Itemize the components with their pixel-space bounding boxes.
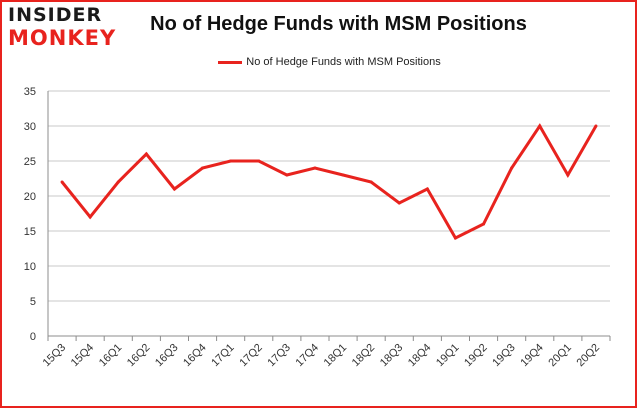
data-point [88,215,92,219]
data-point [116,180,120,184]
data-point [510,166,514,170]
chart-legend: No of Hedge Funds with MSM Positions [0,56,637,68]
data-point [538,124,542,128]
y-tick-label: 35 [24,86,36,98]
data-point [172,187,176,191]
x-tick-label: 20Q1 [546,342,574,370]
data-point [369,180,373,184]
x-tick-label: 16Q2 [125,342,153,370]
x-tick-label: 15Q3 [41,342,69,370]
data-point [482,222,486,226]
x-tick-label: 16Q1 [97,342,125,370]
data-point [285,173,289,177]
data-point [397,201,401,205]
chart-title: No of Hedge Funds with MSM Positions [150,13,527,35]
y-tick-label: 20 [24,191,36,203]
data-point [144,152,148,156]
data-point [341,173,345,177]
data-point [313,166,317,170]
x-tick-label: 18Q4 [406,342,434,370]
x-tick-label: 16Q3 [153,342,181,370]
x-tick-label: 17Q1 [209,342,237,370]
x-tick-label: 18Q3 [378,342,406,370]
x-tick-label: 18Q2 [350,342,378,370]
x-tick-label: 17Q4 [294,342,322,370]
x-tick-label: 16Q4 [181,342,209,370]
data-point [60,180,64,184]
x-tick-label: 18Q1 [322,342,350,370]
insider-monkey-logo: INSIDER MONKEY [8,6,120,56]
y-tick-label: 10 [24,261,36,273]
x-tick-label: 19Q1 [434,342,462,370]
data-point [566,173,570,177]
data-point [201,166,205,170]
y-tick-label: 30 [24,121,36,133]
data-point [594,124,598,128]
y-tick-label: 15 [24,226,36,238]
data-point [229,159,233,163]
y-tick-label: 5 [30,296,36,308]
data-point [453,236,457,240]
logo-text-insider: INSIDER [8,4,103,26]
x-tick-label: 17Q2 [237,342,265,370]
data-point [425,187,429,191]
series-line [60,123,598,240]
x-tick-label: 19Q3 [490,342,518,370]
x-tick-label: 20Q2 [575,342,603,370]
x-tick-label: 19Q2 [462,342,490,370]
legend-swatch [218,60,243,64]
y-tick-label: 25 [24,156,36,168]
data-point [257,159,261,163]
x-tick-label: 19Q4 [518,342,546,370]
legend-label: No of Hedge Funds with MSM Positions [246,56,441,68]
x-tick-label: 17Q3 [265,342,293,370]
x-tick-label: 15Q4 [69,342,97,370]
y-tick-label: 0 [30,331,36,343]
logo-text-monkey: MONKEY [8,26,117,50]
